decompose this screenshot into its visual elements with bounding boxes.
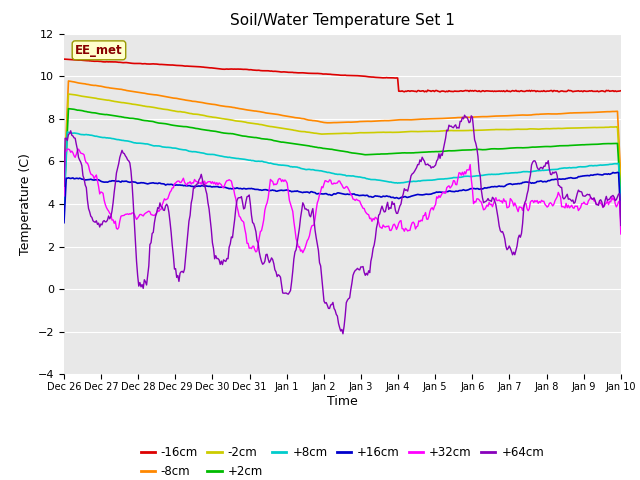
- Text: EE_met: EE_met: [75, 44, 123, 57]
- Legend: -16cm, -8cm, -2cm, +2cm, +8cm, +16cm, +32cm, +64cm: -16cm, -8cm, -2cm, +2cm, +8cm, +16cm, +3…: [136, 442, 549, 480]
- X-axis label: Time: Time: [327, 395, 358, 408]
- Title: Soil/Water Temperature Set 1: Soil/Water Temperature Set 1: [230, 13, 455, 28]
- Y-axis label: Temperature (C): Temperature (C): [19, 153, 32, 255]
